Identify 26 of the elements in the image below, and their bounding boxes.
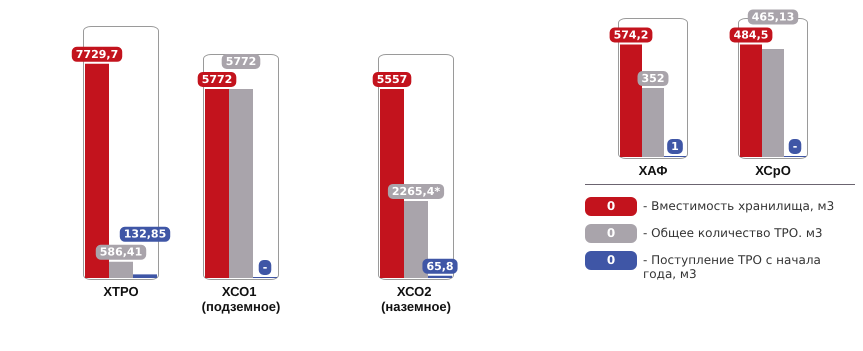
text: 0 [585, 251, 637, 270]
data-label: 574,2 [614, 28, 648, 42]
data-label: 465,13 [752, 10, 794, 24]
text: 0 [585, 197, 637, 216]
data-label: - [792, 140, 798, 153]
legend-label: - Поступление ТРО с начала года, м3 [643, 252, 822, 281]
data-label: 65,8 [426, 260, 454, 273]
x-tick-label: ХСО1 (подземное) [202, 284, 280, 314]
x-tick-label: ХСО2 (наземное) [381, 284, 451, 314]
data-label: 2265,4* [392, 184, 440, 198]
data-label: - [262, 261, 268, 274]
data-label: 132,85 [124, 228, 166, 241]
data-label: 352 [642, 72, 664, 86]
legend-label: - Вместимость хранилища, м3 [643, 198, 836, 213]
x-tick-label: ХТРО [103, 284, 139, 299]
x-tick-label: ХАФ [638, 163, 668, 178]
data-label: 5557 [376, 73, 408, 86]
x-tick-label: ХСрО [755, 163, 791, 178]
data-label: 7729,7 [76, 48, 118, 61]
data-label: 484,5 [734, 28, 768, 42]
data-label: 586,41 [100, 246, 142, 259]
text: 0 [585, 224, 637, 243]
legend-label: - Общее количество ТРО. м3 [643, 225, 824, 240]
data-label: 1 [671, 140, 679, 153]
data-label: 5772 [226, 55, 256, 68]
data-label: 5772 [202, 73, 232, 86]
